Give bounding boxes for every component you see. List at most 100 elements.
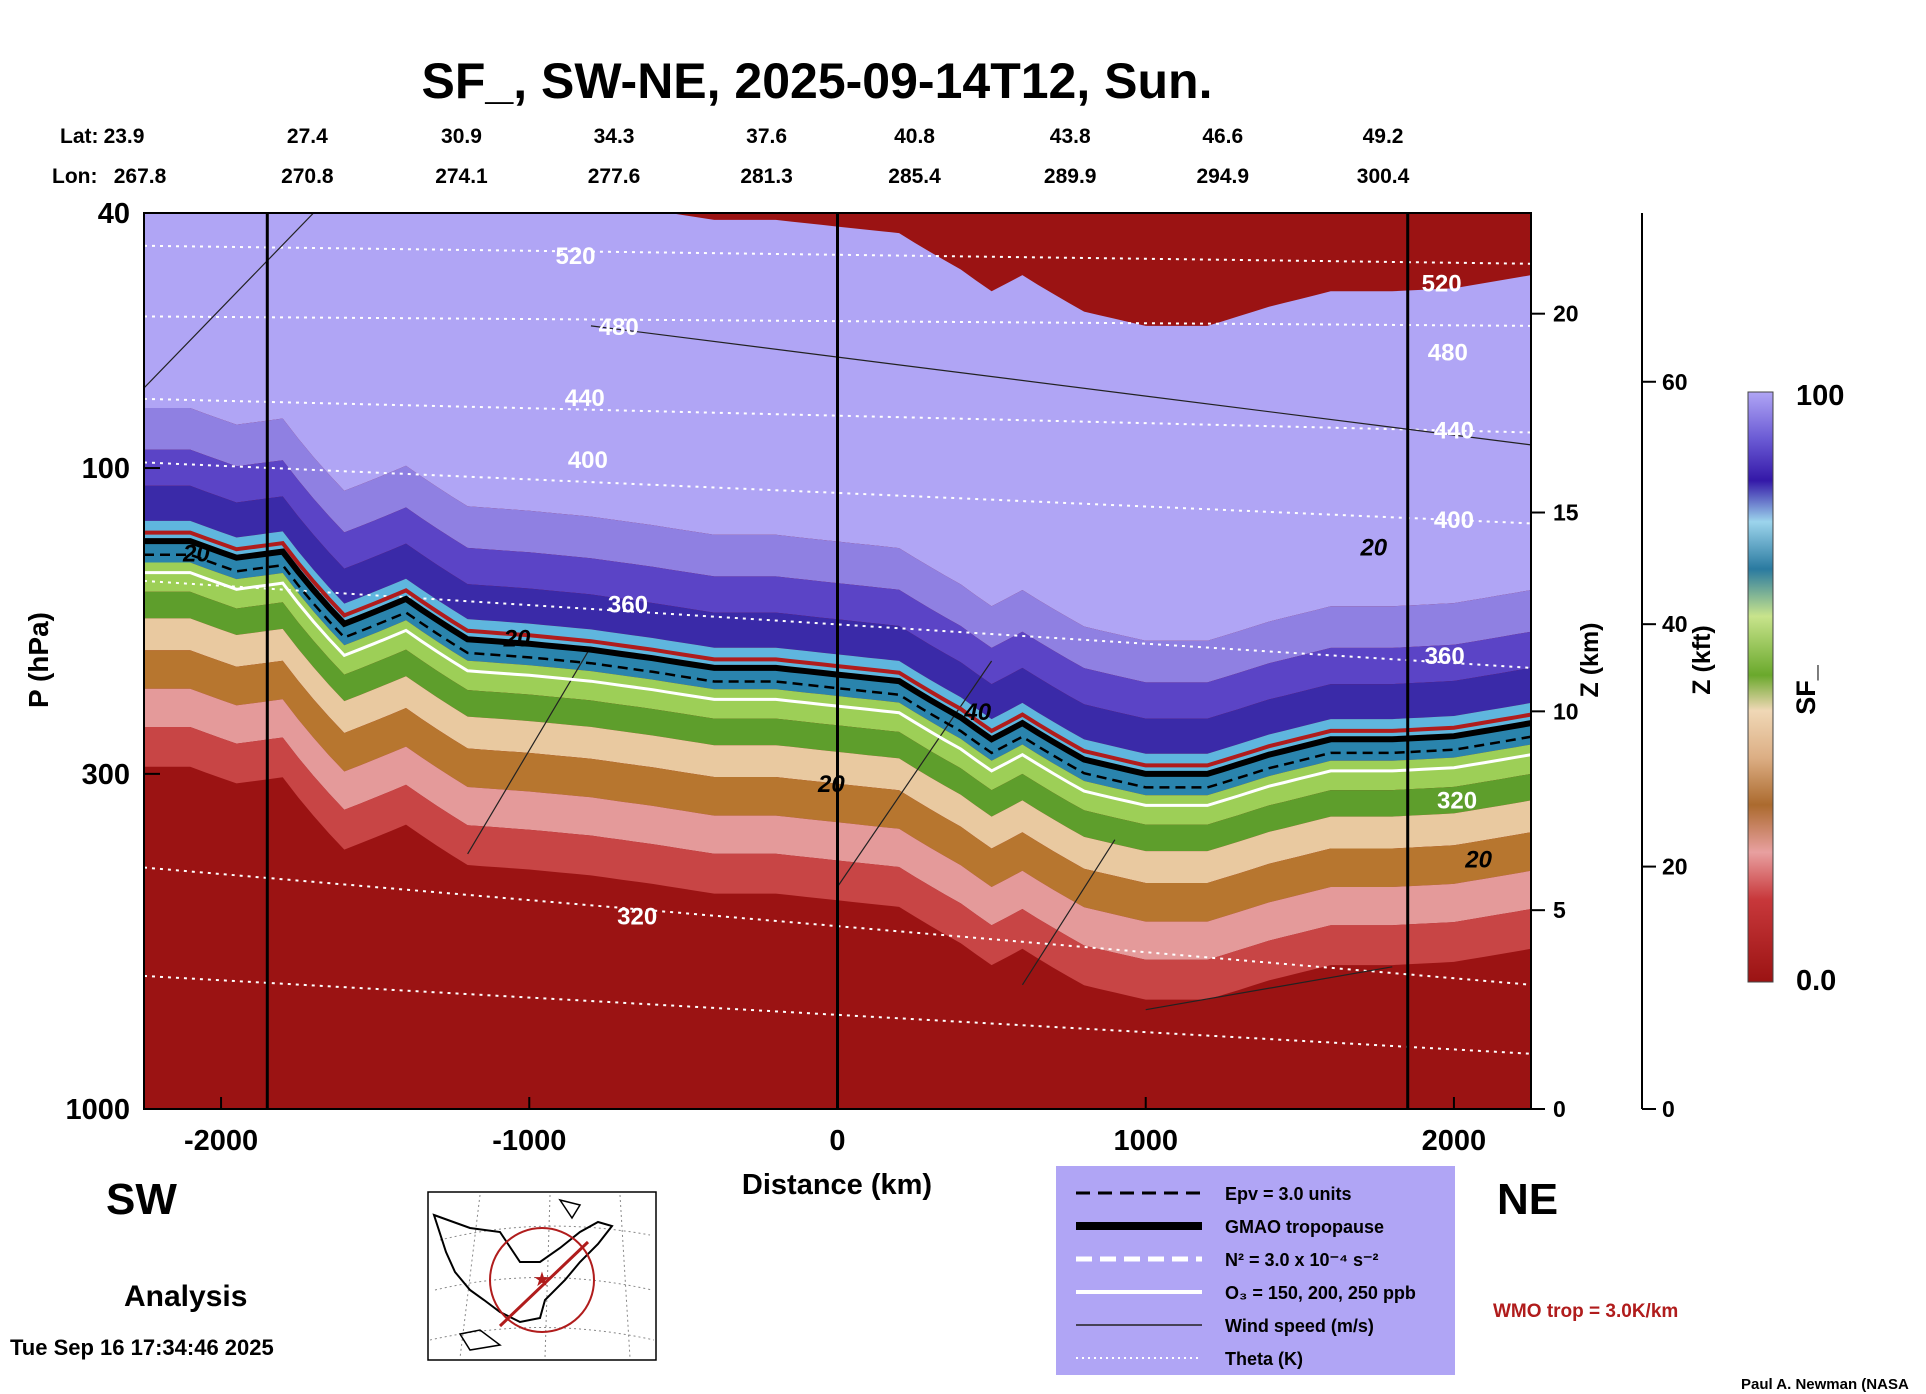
z-kft-axis: 0 20 40 60 [1641,213,1688,1122]
legend-entry-label: Epv = 3.0 units [1225,1184,1352,1204]
wind-label: 20 [182,541,210,568]
region-sw-label: SW [106,1175,177,1224]
lat-lon-tick-labels: 23.9 27.4 30.9 34.3 37.6 40.8 43.8 46.6 49.2 267.… [104,125,1410,188]
colorbar-min-label: 0.0 [1796,965,1836,997]
lat-tick-label: 43.8 [1050,125,1091,148]
z-km-axis: 0 5 10 15 20 [1530,213,1579,1122]
colorbar [1747,391,1774,983]
z-km-tick-label: 10 [1553,698,1579,724]
epv-contour-line [144,553,1531,789]
wind-speed-contours [144,213,1531,1011]
legend: Epv = 3.0 units GMAO tropopause N² = 3.0 x… [1076,1184,1416,1369]
z-km-tick-label: 5 [1553,897,1566,923]
wind-label: 20 [503,626,531,653]
lon-tick-label: 281.3 [740,165,793,188]
theta-label: 400 [1434,507,1474,534]
sf-band-tan [144,618,1531,883]
theta-label: 480 [1428,340,1468,367]
lat-tick-label: 40.8 [894,125,935,148]
analysis-label: Analysis [124,1280,247,1313]
wmo-label: WMO trop = 3.0K/km [1493,1301,1678,1322]
legend-entry-label: Wind speed (m/s) [1225,1316,1374,1336]
z-kft-tick-label: 40 [1662,611,1688,637]
lon-tick-label: 270.8 [281,165,334,188]
legend-entry-label: O₃ = 150, 200, 250 ppb [1225,1283,1416,1303]
theta-label: 400 [568,447,608,474]
inset-map: ★ [427,1191,657,1361]
x-tick-label: -1000 [492,1125,566,1157]
legend-box [1056,1166,1455,1375]
legend-entry-label: N² = 3.0 x 10⁻⁴ s⁻² [1225,1250,1378,1270]
lat-tick-label: 23.9 [104,125,145,148]
legend-entry-label: Theta (K) [1225,1349,1303,1369]
z-km-label: Z (km) [1576,623,1604,698]
lon-tick-label: 294.9 [1196,165,1249,188]
wind-speed-line [1145,966,1393,1011]
lon-tick-label: 274.1 [435,165,488,188]
y-tick-label: 100 [82,453,130,485]
lon-tick-label: 300.4 [1357,165,1410,188]
lat-tick-label: 37.6 [746,125,787,148]
wind-speed-line [467,646,592,855]
theta-label: 480 [599,314,639,341]
z-kft-tick-label: 20 [1662,854,1688,880]
theta-label: 440 [565,385,605,412]
wind-label: 40 [963,699,991,726]
wind-label: 20 [817,771,845,798]
x-axis: -2000 -1000 0 1000 2000 [184,1097,1486,1157]
lat-tick-label: 46.6 [1202,125,1243,148]
lat-tick-label: 34.3 [594,125,635,148]
z-km-tick-label: 20 [1553,301,1579,327]
x-tick-label: 2000 [1422,1125,1487,1157]
z-kft-tick-label: 60 [1662,369,1688,395]
y-tick-label: 300 [82,759,130,791]
wind-speed-line [837,660,993,888]
lon-tick-label: 285.4 [888,165,941,188]
lon-tick-label: 289.9 [1044,165,1097,188]
theta-label: 360 [1425,643,1465,670]
theta-label: 320 [617,903,657,930]
x-axis-label: Distance (km) [742,1169,932,1201]
lon-tick-label: 277.6 [588,165,641,188]
wind-speed-line [144,213,314,389]
region-ne-label: NE [1497,1175,1558,1224]
y-tick-label: 1000 [65,1094,130,1126]
x-tick-label: 0 [829,1125,845,1157]
y-axis: 40 100 300 1000 [65,198,160,1126]
contour-labels: 520 480 440 400 360 320 520 480 440 400 360 320 20 20… [182,243,1493,931]
x-tick-label: 1000 [1113,1125,1178,1157]
lat-tick-label: 30.9 [441,125,482,148]
lat-tick-label: 27.4 [287,125,328,148]
credit: Paul A. Newman (NASA [1741,1376,1909,1393]
wind-speed-line [1021,839,1116,986]
legend-entry-label: GMAO tropopause [1225,1217,1384,1237]
colorbar-label: SF_ [1791,664,1821,715]
wind-speed-line [590,325,1531,446]
theta-label: 440 [1434,418,1474,445]
theta-label: 520 [1422,270,1462,297]
timestamp: Tue Sep 16 17:34:46 2025 [10,1335,274,1360]
z-kft-label: Z (kft) [1688,625,1716,694]
z-kft-tick-label: 0 [1662,1096,1675,1122]
x-tick-label: -2000 [184,1125,258,1157]
z-km-tick-label: 0 [1553,1096,1566,1122]
sf-band-green [144,591,1531,852]
y-axis-label: P (hPa) [23,612,54,708]
sf-field: 520 480 440 400 360 320 520 480 440 400 360 320 20 20… [144,213,1531,1109]
theta-label: 520 [555,243,595,270]
theta-label: 320 [1437,788,1477,815]
lon-tick-label: 267.8 [114,165,167,188]
lat-label: Lat: [60,125,99,148]
y-tick-label: 40 [98,198,130,230]
colorbar-max-label: 100 [1796,380,1844,412]
lat-tick-label: 49.2 [1363,125,1404,148]
chart-title: SF_, SW-NE, 2025-09-14T12, Sun. [422,53,1213,109]
wind-label: 20 [1464,847,1492,874]
vertical-markers [265,213,1410,1109]
sf-band-teal [144,541,1531,796]
theta-label: 360 [608,591,648,618]
lon-label: Lon: [52,165,97,188]
z-km-tick-label: 15 [1553,500,1579,526]
svg-text:★: ★ [533,1269,551,1291]
